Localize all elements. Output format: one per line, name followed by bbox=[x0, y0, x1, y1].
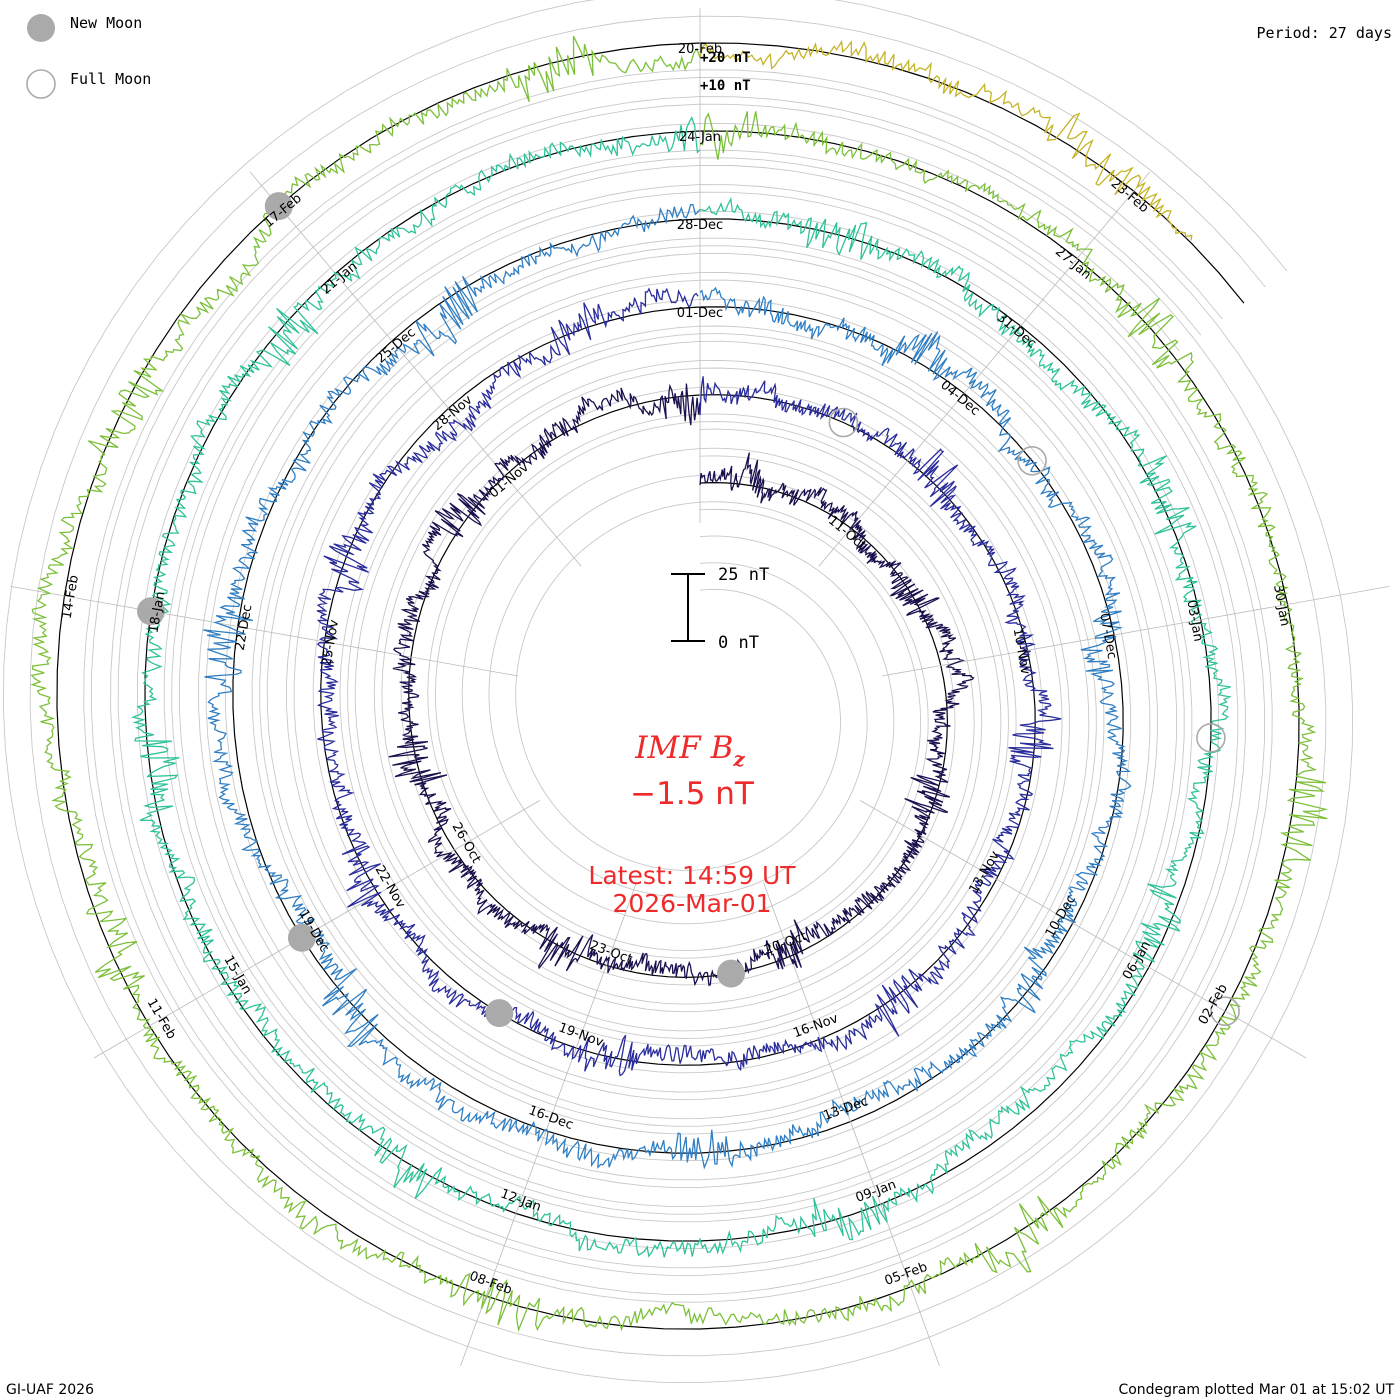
bz-trace-turn-2 bbox=[316, 287, 1062, 1077]
date-label-12: 16-Nov bbox=[791, 1011, 840, 1041]
full-moon-marker-1 bbox=[1017, 445, 1047, 476]
latest-date: 2026-Mar-01 bbox=[612, 889, 771, 918]
grid-level-20nt bbox=[2, 0, 1354, 1384]
full-moon-marker-2 bbox=[1196, 722, 1226, 753]
ring-scale-label-10: +10 nT bbox=[700, 78, 751, 94]
date-label-17: 16-Dec bbox=[526, 1103, 575, 1133]
spoke-6 bbox=[93, 800, 540, 1059]
bz-trace-turn-6 bbox=[699, 39, 1193, 241]
date-label-33: 02-Feb bbox=[1196, 982, 1231, 1028]
date-label-20: 25-Dec bbox=[374, 325, 419, 366]
spoke-8 bbox=[249, 171, 582, 567]
scale-bar-bottom-label: 0 nT bbox=[718, 633, 759, 653]
new-moon-marker-1 bbox=[485, 999, 514, 1028]
latest-time: Latest: 14:59 UT bbox=[588, 861, 796, 890]
spoke-3 bbox=[860, 800, 1307, 1059]
date-label-7: 01-Dec bbox=[677, 306, 723, 321]
date-label-16: 13-Dec bbox=[822, 1094, 871, 1124]
new-moon-legend-icon bbox=[27, 14, 55, 42]
date-label-19: 22-Dec bbox=[233, 603, 256, 651]
date-label-39: 20-Feb bbox=[678, 42, 722, 57]
spoke-7 bbox=[10, 586, 518, 677]
date-label-11: 13-Nov bbox=[967, 848, 1003, 896]
new-moon-legend-label: New Moon bbox=[70, 14, 142, 32]
full-moon-marker-3 bbox=[1210, 996, 1240, 1027]
new-moon-marker-3 bbox=[137, 597, 165, 626]
bz-trace-turn-3 bbox=[203, 203, 1132, 1170]
date-label-27: 15-Jan bbox=[220, 953, 254, 997]
date-label-26: 12-Jan bbox=[498, 1187, 543, 1215]
date-label-2: 23-Oct bbox=[588, 938, 635, 967]
period-label: Period: 27 days bbox=[1257, 24, 1392, 42]
grid-level-10nt bbox=[29, 15, 1327, 1357]
date-label-30: 24-Jan bbox=[679, 130, 721, 145]
moon-markers bbox=[137, 192, 1240, 1028]
quantity-title-sub: z bbox=[732, 747, 745, 771]
quantity-title-main: IMF B bbox=[634, 730, 733, 766]
bz-trace-turn-4 bbox=[131, 116, 1232, 1258]
date-label-35: 08-Feb bbox=[467, 1269, 514, 1298]
spoke-2 bbox=[882, 586, 1390, 677]
date-label-34: 05-Feb bbox=[883, 1260, 930, 1289]
new-moon-marker-2 bbox=[287, 923, 316, 952]
date-label-29: 21-Jan bbox=[319, 259, 361, 297]
quantity-title: IMF Bz bbox=[634, 730, 745, 771]
date-label-37: 14-Feb bbox=[60, 574, 82, 620]
date-label-22: 31-Dec bbox=[994, 310, 1039, 351]
date-label-9: 07-Dec bbox=[1096, 612, 1119, 660]
date-label-21: 28-Dec bbox=[677, 218, 723, 233]
grid-level-m10nt bbox=[83, 69, 1273, 1303]
grid-level-m20nt bbox=[110, 96, 1246, 1276]
grid-level-m30nt bbox=[136, 122, 1220, 1250]
bz-trace-turn-5 bbox=[30, 35, 1328, 1333]
date-label-32: 30-Jan bbox=[1270, 584, 1292, 628]
scale-bar-top-label: 25 nT bbox=[718, 565, 769, 585]
plot-timestamp: Condegram plotted Mar 01 at 15:02 UT bbox=[1118, 1382, 1394, 1398]
date-label-5: 25-Nov bbox=[319, 618, 342, 667]
current-value: −1.5 nT bbox=[630, 776, 755, 812]
date-label-28: 18-Jan bbox=[146, 590, 168, 634]
spoke-1 bbox=[818, 171, 1151, 567]
bz-trace-turn-1 bbox=[388, 383, 975, 987]
full-moon-legend-label: Full Moon bbox=[70, 70, 151, 88]
scale-bar: 25 nT 0 nT bbox=[671, 565, 769, 653]
ring-scale-label-20: +20 nT bbox=[700, 50, 751, 66]
credit-footer: GI-UAF 2026 bbox=[6, 1382, 94, 1398]
date-label-8: 04-Dec bbox=[937, 378, 982, 419]
new-moon-marker-0 bbox=[717, 959, 745, 988]
spoke-5 bbox=[460, 881, 638, 1366]
polar-grid bbox=[2, 0, 1354, 1384]
new-moon-marker-4 bbox=[264, 192, 293, 221]
date-label-23: 03-Jan bbox=[1183, 599, 1205, 643]
date-label-10: 10-Nov bbox=[1010, 627, 1033, 676]
bz-traces bbox=[30, 35, 1328, 1333]
grid-level-m40nt bbox=[163, 149, 1193, 1223]
full-moon-legend-icon bbox=[26, 69, 56, 99]
full-moon-marker-0 bbox=[828, 407, 859, 438]
grid-level-0nt bbox=[56, 42, 1300, 1330]
